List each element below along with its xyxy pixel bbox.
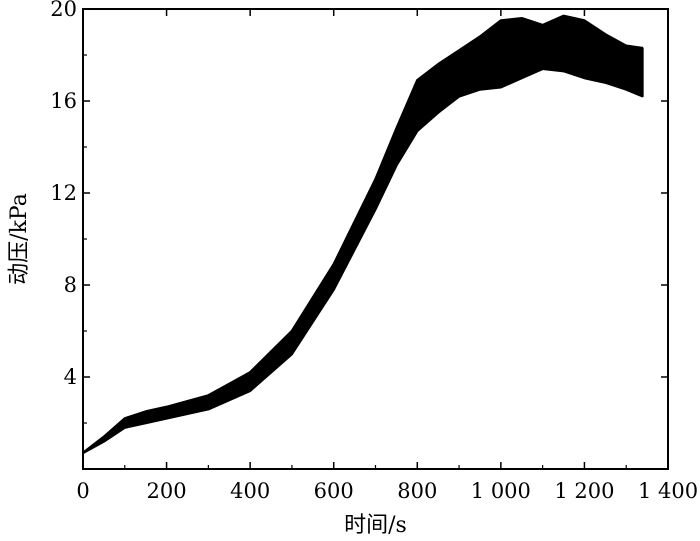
y-tick-label: 8 [64, 273, 77, 297]
x-tick-label: 200 [147, 479, 187, 503]
x-tick-label: 1 200 [554, 479, 614, 503]
y-axis: 4 8 12 16 20 [50, 0, 668, 424]
line-band [82, 14, 644, 454]
line-band-upper [82, 14, 644, 454]
y-tick-label: 12 [50, 181, 77, 205]
x-axis-label: 时间/s [344, 513, 407, 538]
x-tick-label: 0 [76, 479, 89, 503]
y-tick-label: 4 [64, 365, 77, 389]
y-axis-label: 动压/kPa [7, 193, 32, 285]
x-axis: 0 200 400 600 800 1 000 1 200 1 400 [76, 9, 698, 503]
y-tick-label: 20 [50, 0, 77, 21]
y-tick-label: 16 [50, 89, 77, 113]
plot-frame [82, 8, 669, 470]
x-tick-label: 1 000 [471, 479, 531, 503]
x-tick-label: 400 [230, 479, 270, 503]
x-tick-label: 1 400 [638, 479, 698, 503]
x-tick-label: 800 [397, 479, 437, 503]
x-tick-label: 600 [314, 479, 354, 503]
line-band-lower [82, 67, 644, 454]
